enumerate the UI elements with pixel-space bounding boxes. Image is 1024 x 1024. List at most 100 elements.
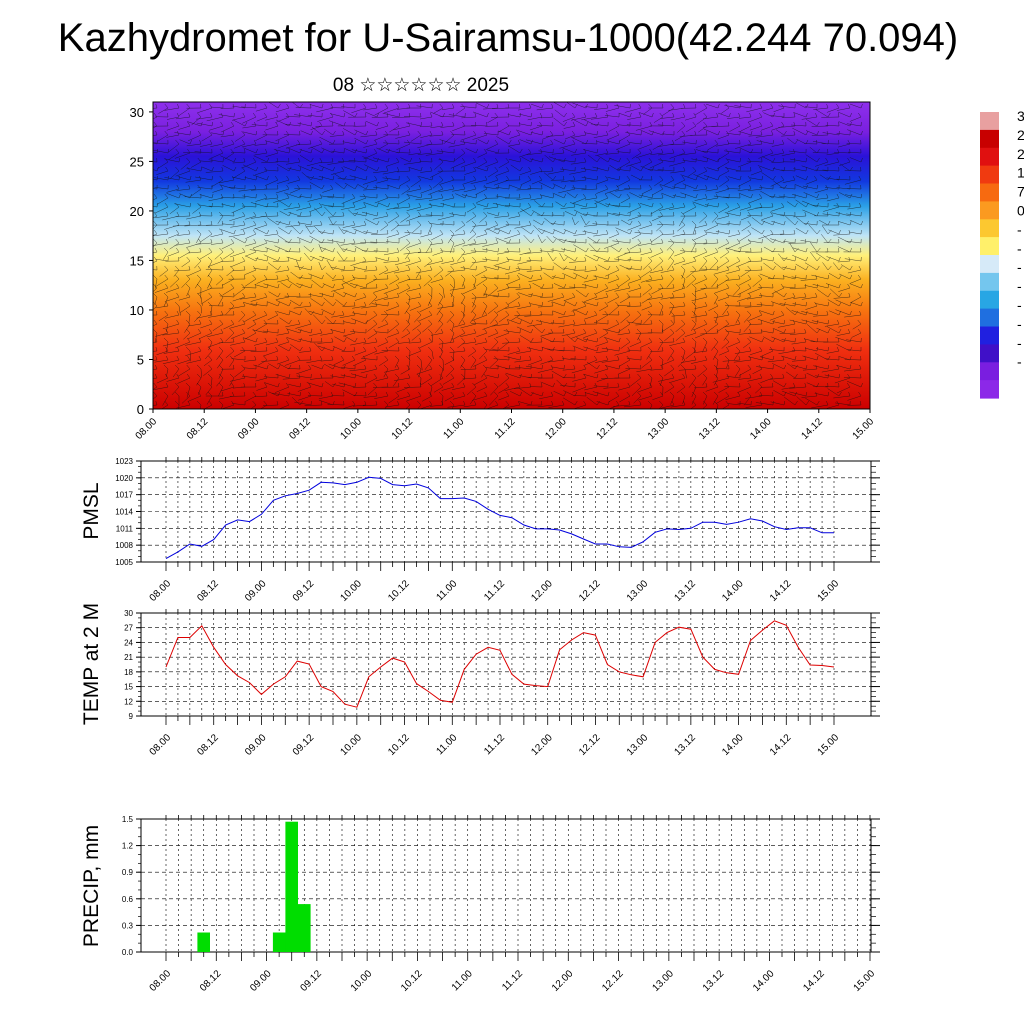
x-tick-label: 12.12 — [600, 968, 626, 994]
x-tick-label: 14.00 — [748, 416, 774, 442]
y-tick-label: 1023 — [115, 457, 133, 466]
x-tick-label: 11.00 — [441, 416, 466, 441]
temperature-panel: 9 12 15 18 21 24 27 30 08.00 08.12 09.00 09.12 10.00… — [80, 603, 880, 758]
x-tick-label: 09.12 — [299, 968, 325, 994]
x-tick-label: 13.00 — [625, 578, 651, 604]
colorbar-label: - — [1017, 240, 1022, 256]
y-tick-label: 1.2 — [122, 842, 134, 851]
x-tick-label: 11.12 — [482, 578, 507, 603]
colorbar-swatch — [980, 165, 999, 185]
x-tick-label: 12.00 — [529, 578, 555, 604]
colorbar-swatch — [980, 344, 999, 363]
y-axis-label: PMSL — [80, 482, 103, 539]
colorbar-swatch — [980, 272, 999, 292]
y-tick-label: 21 — [124, 653, 133, 662]
chart-subtitle: 08 ☆☆☆☆☆☆ 2025 — [332, 75, 510, 96]
x-tick-label: 13.00 — [651, 968, 677, 994]
x-tick-label: 13.00 — [625, 732, 651, 758]
x-tick-label: 14.12 — [799, 416, 825, 442]
x-tick-label: 10.00 — [339, 732, 365, 758]
precip-bar — [298, 904, 311, 952]
x-tick-label: 10.12 — [386, 578, 412, 604]
colorbar-label: - — [1017, 278, 1022, 294]
x-tick-label: 09.00 — [243, 578, 269, 604]
colorbar-label: - — [1017, 354, 1022, 370]
colorbar-swatch — [980, 147, 999, 167]
x-tick-label: 08.12 — [195, 578, 221, 604]
colorbar-label: - — [1017, 259, 1022, 275]
chart-title: Kazhydromet for U-Sairamsu-1000(42.244 7… — [57, 16, 959, 60]
x-tick-label: 14.12 — [801, 968, 827, 994]
colorbar-label: - — [1017, 221, 1022, 237]
x-tick-label: 15.00 — [816, 578, 842, 604]
y-tick-label: 18 — [124, 668, 133, 677]
x-tick-label: 10.12 — [386, 732, 412, 758]
x-tick-label: 11.12 — [482, 732, 507, 757]
colorbar-swatch — [980, 290, 999, 310]
precip-bar — [272, 932, 286, 952]
x-tick-label: 10.12 — [399, 968, 425, 994]
colorbar-label: 2 — [1017, 146, 1024, 162]
x-tick-label: 14.00 — [751, 968, 777, 994]
x-tick-label: 10.00 — [339, 578, 365, 604]
x-tick-label: 15.00 — [851, 416, 877, 442]
x-tick-label: 09.12 — [291, 732, 317, 758]
colorbar-label: 1 — [1017, 165, 1024, 181]
y-tick-label: 15 — [124, 683, 133, 692]
x-tick-label: 13.12 — [697, 416, 723, 442]
colorbar-swatch — [980, 255, 999, 274]
x-tick-label: 13.12 — [673, 732, 699, 758]
y-tick-label: 1017 — [115, 491, 133, 500]
x-tick-label: 08.00 — [148, 732, 174, 758]
y-tick-label: 30 — [124, 609, 133, 618]
x-tick-label: 09.00 — [243, 732, 269, 758]
colorbar-swatch — [980, 219, 999, 238]
x-tick-label: 08.00 — [148, 968, 174, 994]
colorbar-swatch — [980, 326, 999, 345]
x-tick-label: 09.12 — [291, 578, 317, 604]
colorbar-swatch — [980, 237, 999, 256]
y-tick-label: 9 — [129, 712, 134, 721]
colorbar-label: 0 — [1017, 203, 1024, 219]
colorbar-swatch — [980, 129, 999, 149]
y-tick-label: 1.5 — [122, 815, 134, 824]
x-tick-label: 08.12 — [198, 968, 224, 994]
x-tick-label: 10.12 — [390, 416, 416, 442]
x-tick-label: 15.00 — [816, 732, 842, 758]
y-tick-label: 0 — [137, 402, 144, 417]
x-tick-label: 12.12 — [595, 416, 621, 442]
x-tick-label: 13.12 — [701, 968, 727, 994]
y-tick-label: 0.6 — [122, 895, 134, 904]
precip-bar — [197, 932, 210, 952]
y-tick-label: 0.0 — [122, 948, 134, 957]
y-tick-label: 1005 — [115, 558, 133, 567]
x-tick-label: 13.00 — [646, 416, 672, 442]
colorbar-label: 3 — [1017, 108, 1024, 124]
y-tick-label: 10 — [130, 303, 144, 318]
colorbar-swatch — [980, 201, 999, 220]
colorbar-label: - — [1017, 316, 1022, 332]
x-tick-label: 09.00 — [236, 416, 262, 442]
y-tick-label: 1014 — [115, 508, 133, 517]
colorbar-label: 2 — [1017, 127, 1024, 143]
x-tick-label: 11.12 — [500, 968, 525, 993]
colorbar-swatch — [980, 362, 999, 381]
y-tick-label: 20 — [130, 204, 144, 219]
series-line — [165, 476, 834, 560]
series-line — [165, 620, 835, 708]
colorbar-swatch — [980, 183, 999, 202]
y-tick-label: 24 — [124, 638, 133, 647]
precip-bar — [285, 821, 298, 952]
x-tick-label: 12.00 — [543, 416, 569, 442]
x-tick-label: 08.00 — [148, 578, 174, 604]
x-tick-label: 09.12 — [287, 416, 313, 442]
y-tick-label: 5 — [137, 352, 144, 367]
colorbar-label: - — [1017, 335, 1022, 351]
colorbar-swatch — [980, 308, 999, 328]
y-tick-label: 1008 — [115, 541, 133, 550]
y-tick-label: 1011 — [116, 524, 134, 533]
y-axis-label: TEMP at 2 M — [80, 603, 103, 725]
x-tick-label: 10.00 — [339, 416, 365, 442]
colorbar-swatch — [980, 112, 999, 131]
x-tick-label: 11.00 — [450, 968, 475, 993]
